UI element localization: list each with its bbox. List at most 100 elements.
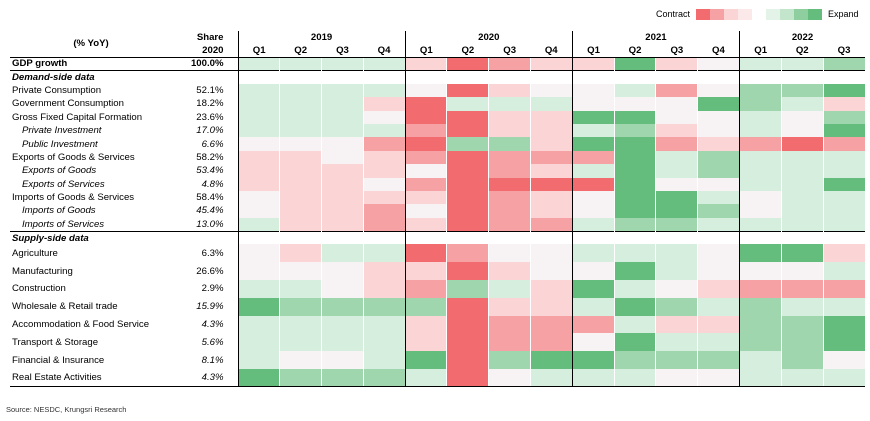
heatmap-cell: [279, 217, 322, 232]
blank-cell: [780, 69, 824, 84]
heatmap-cell: [780, 351, 824, 370]
heatmap-cell: [780, 315, 824, 334]
heatmap-cell: [655, 123, 698, 138]
heatmap-cell: [613, 137, 656, 151]
heatmap-cell: [488, 97, 531, 111]
heatmap-cell: [739, 315, 782, 334]
heatmap-cell: [530, 97, 573, 111]
heatmap-cell: [571, 369, 615, 388]
heatmap-cell: [613, 204, 656, 218]
heatmap-cell: [321, 244, 364, 263]
heatmap-cell: [279, 280, 322, 298]
heatmap-row: Transport & Storage 5.6%: [10, 333, 865, 352]
heatmap-cell: [237, 123, 280, 138]
heatmap-cell: [404, 137, 447, 151]
heatmap-cell: [697, 137, 740, 151]
quarter-header: Q4: [363, 44, 406, 58]
heatmap-cell: [739, 280, 782, 298]
heatmap-cell: [697, 280, 740, 298]
heatmap-cell: [362, 280, 406, 298]
heatmap-cell: [446, 369, 489, 388]
quarter-header: Q3: [823, 44, 865, 58]
heatmap-cell: [237, 150, 280, 165]
quarter-header: Q2: [279, 44, 322, 58]
heatmap-cell: [739, 333, 782, 352]
heatmap-cell: [571, 351, 615, 370]
quarter-header: Q3: [488, 44, 531, 58]
heatmap-cell: [655, 297, 698, 316]
legend-contract-label: Contract: [656, 9, 691, 19]
heatmap-cell: [530, 190, 573, 205]
heatmap-cell: [780, 333, 824, 352]
quarter-header: Q2: [781, 44, 824, 58]
heatmap-cell: [613, 123, 656, 138]
heatmap-cell: [362, 204, 406, 218]
heatmap-cell: [279, 83, 322, 98]
heatmap-cell: [446, 262, 489, 281]
heatmap-cell: [321, 123, 364, 138]
share-value: 100.0%: [172, 56, 238, 71]
heatmap-cell: [321, 315, 364, 334]
quarter-header: Q2: [614, 44, 656, 58]
heatmap-cell: [822, 110, 865, 124]
blank-cell: [321, 230, 364, 245]
quarter-header: Q4: [697, 44, 740, 58]
share-value: 6.3%: [201, 247, 224, 259]
heatmap-cell: [571, 110, 615, 124]
heatmap-cell: [822, 244, 865, 263]
heatmap-cell: [571, 190, 615, 205]
heatmap-cell: [739, 110, 782, 124]
heatmap-cell: [279, 177, 322, 191]
blank-cell: [571, 69, 615, 84]
heatmap-cell: [362, 164, 406, 178]
heatmap-cell: [739, 97, 782, 111]
legend-expand-label: Expand: [828, 9, 859, 19]
heatmap-cell: [362, 190, 406, 205]
blank-cell: [446, 69, 489, 84]
heatmap-cell: [446, 177, 489, 191]
heatmap-cell: [446, 83, 489, 98]
heatmap-cell: [321, 177, 364, 191]
heatmap-cell: [279, 190, 322, 205]
section-label: Demand-side data: [10, 69, 172, 84]
quarter-header: Q3: [321, 44, 364, 58]
heatmap-cell: [697, 97, 740, 111]
heatmap-cell: [571, 123, 615, 138]
year-header-2019: 2019: [237, 31, 406, 44]
heatmap-cell: [404, 110, 447, 124]
heatmap-cell: [237, 297, 280, 316]
blank-cell: [488, 69, 531, 84]
heatmap-cell: [279, 110, 322, 124]
heatmap-cell: [362, 351, 406, 370]
row-label: Imports of Goods: [22, 205, 96, 217]
heatmap-cell: [446, 297, 489, 316]
heatmap-cell: [530, 56, 573, 71]
heatmap-cell: [279, 369, 322, 388]
quarter-header: Q1: [404, 44, 447, 58]
heatmap-row: GDP growth 100.0%: [10, 56, 865, 71]
heatmap-cell: [446, 110, 489, 124]
heatmap-cell: [780, 204, 824, 218]
heatmap-cell: [446, 97, 489, 111]
share-value: [172, 69, 238, 84]
heatmap-cell: [279, 244, 322, 263]
section-label: Supply-side data: [10, 230, 172, 245]
heatmap-cell: [321, 110, 364, 124]
share-value: 58.4%: [196, 192, 224, 204]
heatmap-cell: [404, 315, 447, 334]
heatmap-cell: [655, 333, 698, 352]
heatmap-cell: [488, 164, 531, 178]
heatmap-row: Government Consumption 18.2%: [10, 97, 865, 111]
share-value: 8.1%: [201, 354, 224, 366]
heatmap-cell: [613, 280, 656, 298]
share-value: 52.1%: [196, 84, 224, 96]
blank-cell: [822, 69, 865, 84]
quarter-header: Q2: [446, 44, 489, 58]
section-row: Supply-side data: [10, 230, 865, 245]
heatmap-cell: [822, 137, 865, 151]
blank-cell: [488, 230, 531, 245]
blank-cell: [530, 69, 573, 84]
heatmap-cell: [613, 110, 656, 124]
heatmap-cell: [237, 315, 280, 334]
heatmap-cell: [530, 217, 573, 232]
